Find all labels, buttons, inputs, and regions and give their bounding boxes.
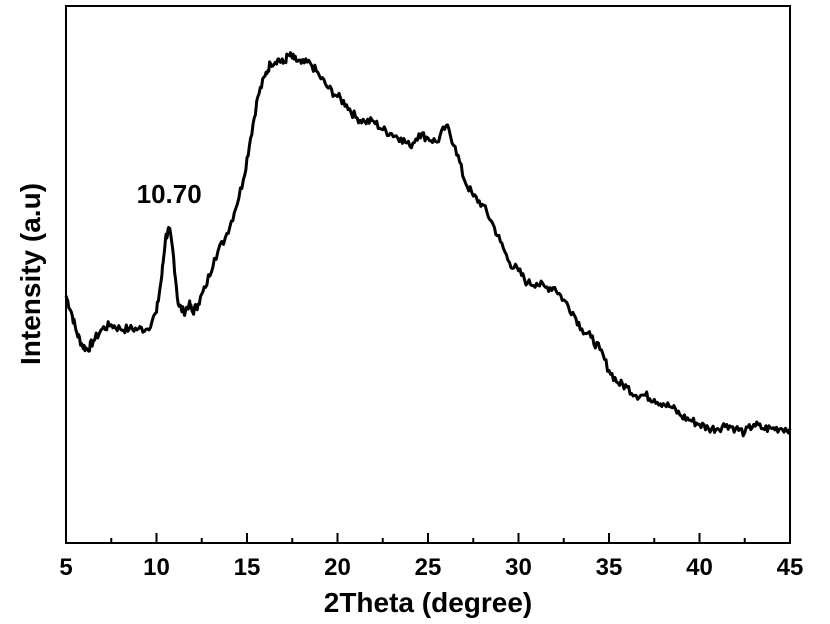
x-tick-label: 45 [777,554,804,581]
x-axis-title: 2Theta (degree) [324,587,533,618]
x-tick-label: 10 [143,554,170,581]
x-tick-label: 20 [324,554,351,581]
x-axis-tick-labels: 5 10 15 20 25 30 35 40 45 [59,554,803,581]
x-tick-label: 40 [686,554,713,581]
x-tick-label: 15 [234,554,261,581]
x-tick-label: 30 [505,554,532,581]
x-tick-label: 35 [596,554,623,581]
y-axis-title: Intensity (a.u) [15,183,46,365]
peak-annotation: 10.70 [137,179,202,209]
intensity-series-line [64,51,792,438]
x-axis-ticks [65,533,791,543]
x-tick-label: 25 [415,554,442,581]
x-tick-label: 5 [59,554,72,581]
